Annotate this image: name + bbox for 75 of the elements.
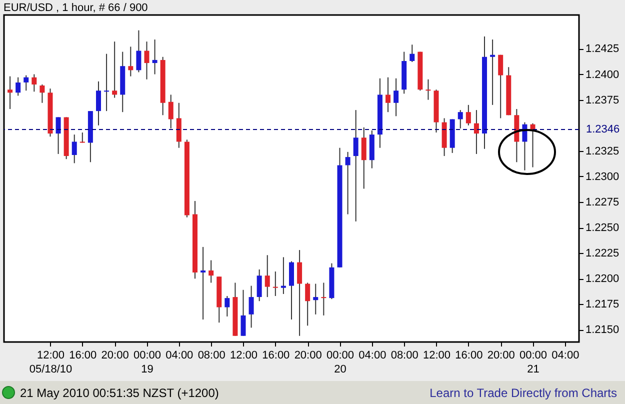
y-tick-label: 1.2175: [586, 298, 620, 311]
candlestick: [104, 53, 110, 112]
x-tick-label: 12:00: [422, 350, 451, 362]
x-tick-label: 16:00: [69, 350, 97, 362]
candlestick: [313, 283, 318, 315]
candlestick: [498, 54, 504, 119]
candlestick: [24, 74, 29, 92]
y-tick-label: 1.2300: [586, 170, 620, 183]
candlestick: [208, 260, 214, 284]
candlestick: [8, 76, 13, 110]
x-tick-label: 00:00 19: [133, 350, 162, 376]
y-tick-label: 1.2325: [586, 145, 620, 158]
y-tick-label: 1.2275: [586, 196, 620, 209]
y-tick-label: 1.2250: [586, 222, 620, 234]
candlestick: [345, 151, 350, 215]
candlestick: [40, 84, 45, 104]
candlestick: [394, 78, 399, 117]
candlestick: [361, 126, 366, 190]
y-tick-label: 1.2200: [586, 273, 620, 286]
x-tick-label: 20:00: [101, 350, 129, 362]
candlestick: [128, 46, 134, 77]
y-tick-label: 1.2150: [586, 324, 620, 336]
x-tick-label: 04:00: [358, 350, 386, 362]
ref-line-label: 1.2346: [586, 123, 620, 136]
candlestick: [56, 116, 61, 154]
x-tick-label: 20:00: [487, 350, 515, 362]
candlestick: [200, 246, 206, 320]
candlestick: [16, 76, 21, 96]
x-tick-label: 16:00: [455, 350, 483, 362]
y-tick-label: 1.2225: [586, 248, 620, 260]
candlestick: [240, 289, 246, 336]
candlestick: [305, 282, 310, 326]
y-tick-label: 1.2425: [586, 43, 620, 56]
x-tick-label: 08:00: [390, 350, 418, 362]
candlestick: [289, 260, 294, 320]
x-tick-label: 08:00: [198, 350, 226, 362]
candlestick: [264, 254, 270, 298]
x-tick-label: 04:00: [552, 350, 580, 362]
candlestick: [386, 76, 391, 113]
candlestick: [256, 268, 262, 302]
y-tick-label: 1.2375: [586, 94, 620, 106]
x-tick-label: 00:00 20: [326, 350, 354, 376]
x-tick-label: 16:00: [262, 350, 290, 362]
candlestick: [224, 296, 230, 317]
candlestick: [248, 285, 254, 328]
candlestick: [144, 41, 150, 80]
candlestick: [168, 94, 174, 129]
candlestick: [32, 74, 37, 92]
x-tick-label: 12:00: [230, 350, 258, 362]
candlestick: [112, 41, 118, 98]
candlestick: [410, 44, 415, 63]
text: Learn to Trade Directly from Charts: [430, 386, 617, 400]
candlestick: [136, 30, 142, 73]
x-tick-label: 00:00 21: [519, 350, 548, 376]
candlestick: [176, 102, 182, 148]
x-tick-label: 04:00: [166, 350, 194, 362]
candlestick: [280, 256, 286, 294]
candlestick: [272, 270, 278, 297]
candlestick: [458, 110, 463, 129]
candlestick: [96, 80, 101, 126]
candlestick: [152, 39, 158, 75]
candlestick: [353, 110, 358, 222]
candlestick: [474, 110, 479, 154]
candlestick: [530, 122, 536, 168]
x-tick-label: 20:00: [294, 350, 322, 362]
chart-title: EUR/USD , 1 hour, # 66 / 900: [4, 2, 148, 14]
candlestick: [321, 282, 326, 316]
candlestick: [297, 250, 302, 336]
candlestick: [80, 132, 85, 144]
candlestick: [490, 39, 496, 106]
candlestick: [466, 104, 471, 126]
candlestick: [426, 78, 431, 100]
text: 21 May 2010 00:51:35 NZST (+1200): [20, 386, 219, 400]
candlestick: [72, 134, 77, 164]
y-tick-label: 1.2400: [586, 68, 620, 81]
